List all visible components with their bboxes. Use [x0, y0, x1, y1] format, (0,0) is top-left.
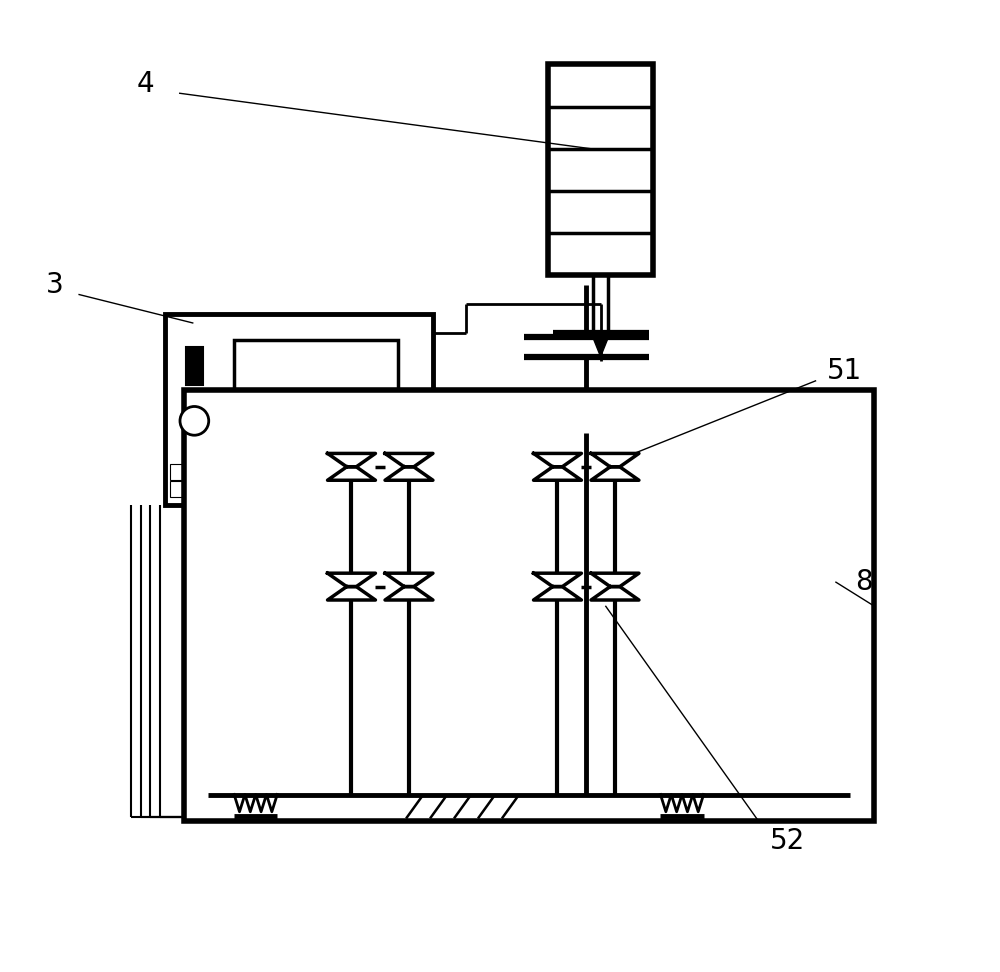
Polygon shape	[591, 453, 639, 467]
Circle shape	[180, 406, 209, 435]
Polygon shape	[534, 467, 581, 480]
Bar	[320, 481, 338, 498]
Polygon shape	[328, 586, 375, 600]
Bar	[189, 464, 207, 480]
Polygon shape	[328, 467, 375, 480]
Bar	[283, 464, 300, 480]
Bar	[245, 481, 263, 498]
Text: 4: 4	[137, 70, 154, 97]
Polygon shape	[385, 586, 433, 600]
Polygon shape	[328, 453, 375, 467]
Bar	[301, 481, 319, 498]
Polygon shape	[534, 586, 581, 600]
Polygon shape	[591, 332, 610, 357]
Polygon shape	[591, 586, 639, 600]
Bar	[283, 481, 300, 498]
Polygon shape	[591, 573, 639, 586]
Bar	[376, 481, 394, 498]
Polygon shape	[534, 573, 581, 586]
Bar	[320, 464, 338, 480]
Bar	[170, 481, 188, 498]
Bar	[208, 481, 226, 498]
Bar	[234, 340, 398, 427]
Bar	[339, 481, 356, 498]
Bar	[301, 464, 319, 480]
Bar	[184, 390, 874, 821]
Polygon shape	[385, 467, 433, 480]
Bar	[548, 64, 653, 275]
Bar	[357, 481, 375, 498]
Bar	[170, 464, 188, 480]
Bar	[165, 314, 433, 505]
Text: 51: 51	[827, 357, 863, 385]
Polygon shape	[385, 453, 433, 467]
Bar	[226, 481, 244, 498]
Polygon shape	[591, 467, 639, 480]
Text: 52: 52	[770, 826, 805, 854]
Bar	[357, 464, 375, 480]
Bar	[208, 464, 226, 480]
Bar	[245, 464, 263, 480]
Bar	[264, 464, 282, 480]
Bar	[339, 464, 356, 480]
Bar	[395, 481, 412, 498]
Polygon shape	[385, 573, 433, 586]
Bar	[264, 481, 282, 498]
Bar	[395, 464, 412, 480]
Bar	[189, 481, 207, 498]
Polygon shape	[534, 453, 581, 467]
Text: 3: 3	[46, 271, 63, 298]
Bar	[226, 464, 244, 480]
Bar	[186, 347, 203, 386]
Bar	[376, 464, 394, 480]
Polygon shape	[328, 573, 375, 586]
Text: 8: 8	[855, 568, 873, 596]
